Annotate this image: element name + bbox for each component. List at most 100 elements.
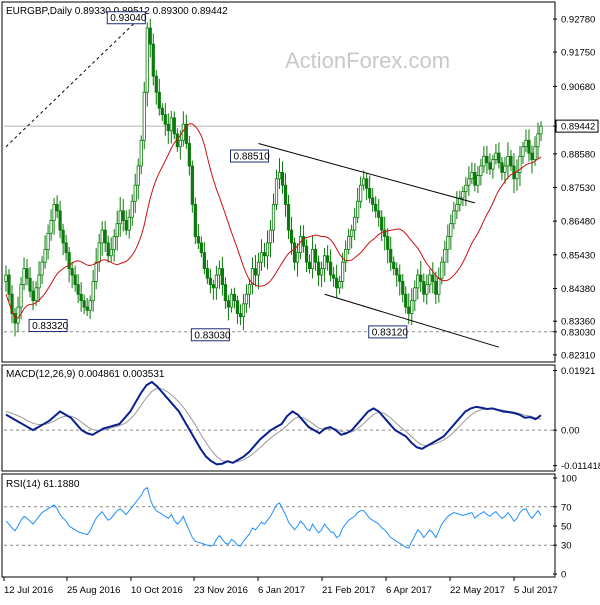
candle-body bbox=[509, 155, 513, 167]
candle-body bbox=[76, 284, 80, 295]
candle-body bbox=[142, 91, 146, 141]
candle-body bbox=[407, 306, 411, 314]
candle-body bbox=[386, 236, 390, 250]
candle-body bbox=[205, 268, 209, 279]
price-annotation-label: 0.88510 bbox=[233, 152, 270, 163]
candle-body bbox=[289, 229, 294, 244]
macd-main-line bbox=[5, 380, 542, 466]
price-tick-label: 0.91750 bbox=[561, 48, 595, 59]
candle-body bbox=[449, 223, 453, 237]
candle-body bbox=[148, 27, 152, 45]
candle-body bbox=[353, 216, 357, 231]
candle-body bbox=[446, 236, 450, 250]
candle-body bbox=[232, 293, 237, 302]
candle-body bbox=[55, 204, 59, 212]
candle-body bbox=[25, 268, 29, 279]
candle-body bbox=[229, 293, 234, 308]
price-tick-label: 0.84380 bbox=[561, 284, 595, 295]
candle-body bbox=[530, 152, 534, 160]
candle-body bbox=[368, 188, 372, 199]
candle-body bbox=[335, 277, 339, 289]
candle-body bbox=[163, 114, 167, 125]
candle-body bbox=[139, 139, 143, 167]
candle-body bbox=[359, 184, 363, 202]
date-tick-label: 22 May 2017 bbox=[450, 585, 505, 596]
candle-body bbox=[46, 232, 50, 250]
candle-body bbox=[347, 236, 351, 250]
candle-body bbox=[283, 184, 288, 205]
candle-body bbox=[485, 155, 489, 164]
candle-body bbox=[536, 133, 540, 148]
candle-body bbox=[79, 293, 83, 302]
candle-body bbox=[262, 252, 267, 257]
watermark: ActionForex.com bbox=[285, 48, 450, 73]
candle-body bbox=[169, 117, 173, 132]
candle-body bbox=[28, 277, 32, 292]
candle-body bbox=[479, 165, 483, 176]
candle-body bbox=[268, 229, 273, 244]
candle-body bbox=[256, 261, 261, 276]
candle-body bbox=[196, 236, 200, 244]
candle-body bbox=[515, 171, 519, 180]
candle-body bbox=[214, 274, 218, 289]
rsi-tick-label: 30 bbox=[561, 541, 572, 552]
moving-average-line bbox=[5, 123, 542, 319]
candle-body bbox=[118, 210, 122, 225]
candle-body bbox=[440, 261, 444, 279]
candle-body bbox=[286, 204, 291, 231]
candle-body bbox=[127, 216, 131, 231]
candle-body bbox=[434, 281, 438, 295]
candle-body bbox=[488, 162, 492, 170]
candle-body bbox=[452, 210, 456, 225]
candle-body bbox=[193, 204, 197, 237]
candle-body bbox=[473, 171, 477, 186]
candle-body bbox=[124, 220, 128, 231]
rsi-panel-frame bbox=[1, 473, 556, 578]
candle-body bbox=[61, 229, 65, 244]
candle-body bbox=[461, 191, 465, 199]
candle-body bbox=[265, 242, 270, 257]
candle-body bbox=[404, 293, 408, 308]
price-tick-label: 0.88580 bbox=[561, 149, 595, 160]
date-tick-label: 5 Jul 2017 bbox=[514, 585, 558, 596]
candle-body bbox=[401, 281, 405, 295]
candle-body bbox=[109, 248, 113, 257]
candle-body bbox=[304, 245, 309, 263]
candle-body bbox=[398, 274, 402, 282]
candle-body bbox=[244, 293, 249, 305]
candle-body bbox=[332, 274, 336, 279]
candle-body bbox=[455, 204, 459, 212]
candle-body bbox=[34, 287, 38, 302]
price-tick-label: 0.87530 bbox=[561, 183, 595, 194]
candle-body bbox=[106, 242, 110, 257]
price-tick-label: 0.89442 bbox=[561, 122, 595, 133]
rsi-tick-label: 50 bbox=[561, 522, 572, 533]
candle-body bbox=[518, 155, 522, 173]
candle-body bbox=[395, 268, 399, 276]
candle-body bbox=[362, 178, 366, 186]
date-tick-label: 6 Jan 2017 bbox=[258, 585, 305, 596]
candle-body bbox=[374, 204, 378, 212]
candle-body bbox=[527, 139, 531, 154]
candle-body bbox=[319, 268, 324, 276]
candle-body bbox=[416, 274, 420, 289]
price-annotation-label: 0.83120 bbox=[372, 327, 409, 338]
price-annotation-label: 0.93040 bbox=[110, 13, 147, 24]
candle-body bbox=[97, 242, 101, 263]
candle-body bbox=[220, 268, 225, 286]
candle-body bbox=[322, 255, 327, 269]
price-annotation-label: 0.83030 bbox=[194, 330, 231, 341]
candle-body bbox=[292, 242, 297, 263]
candle-body bbox=[274, 178, 279, 205]
candle-body bbox=[464, 184, 468, 193]
candle-body bbox=[350, 229, 354, 237]
candle-body bbox=[151, 43, 155, 77]
candle-body bbox=[533, 146, 537, 160]
candle-body bbox=[316, 261, 321, 276]
candle-body bbox=[211, 284, 215, 289]
candle-body bbox=[64, 242, 68, 253]
candle-body bbox=[40, 261, 44, 276]
candle-body bbox=[67, 252, 71, 269]
candle-body bbox=[313, 248, 318, 263]
candle-body bbox=[145, 27, 149, 93]
